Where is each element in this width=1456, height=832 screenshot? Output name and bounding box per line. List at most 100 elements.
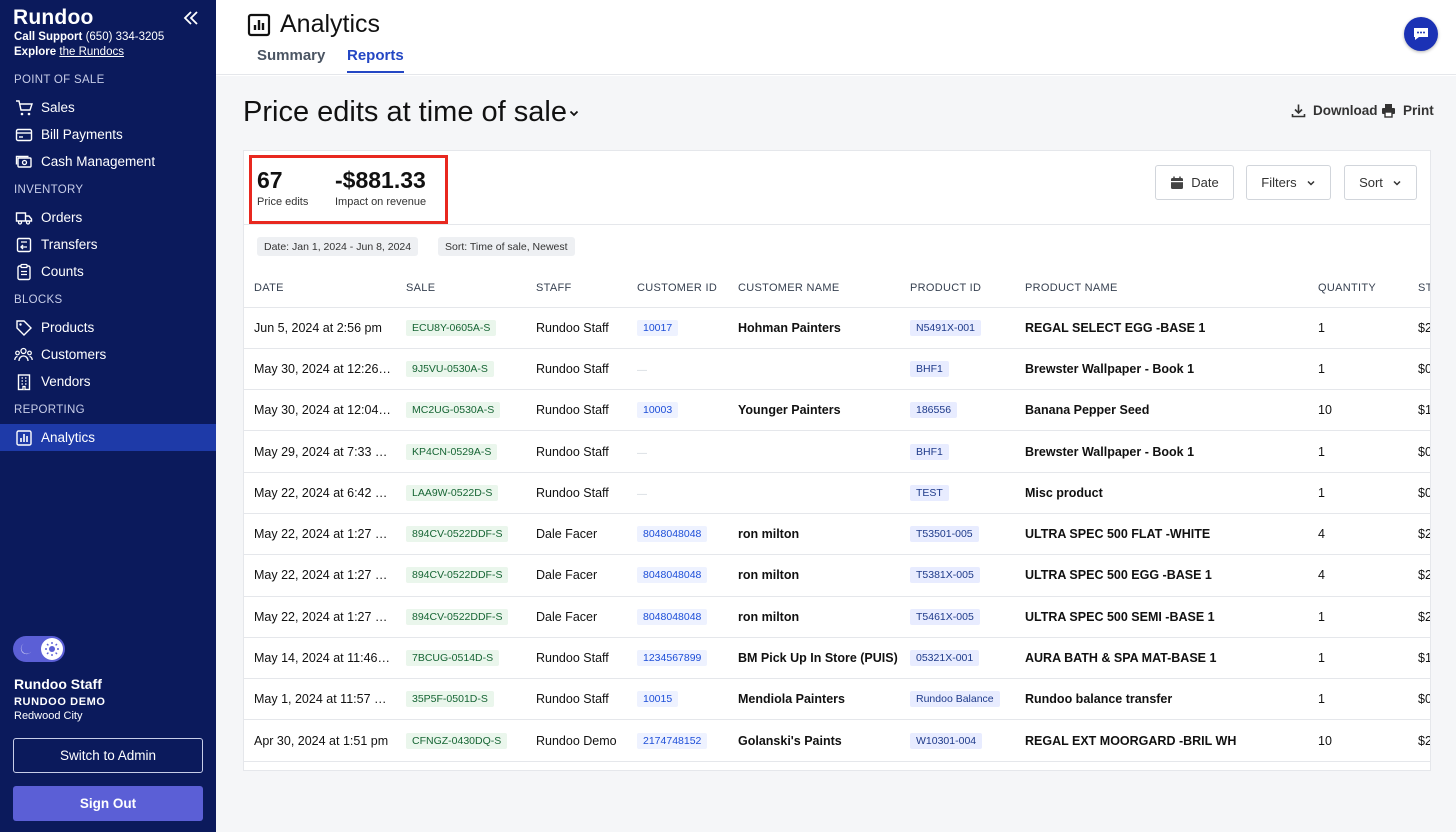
tab-summary[interactable]: Summary xyxy=(257,47,326,64)
sale-id-tag[interactable]: LAA9W-0522D-S xyxy=(406,484,499,501)
customer-id-tag[interactable]: 8048048048 xyxy=(637,526,708,543)
sidebar-item-orders[interactable]: Orders xyxy=(0,204,216,231)
sale-id-tag[interactable]: ECU8Y-0605A-S xyxy=(406,319,497,336)
sidebar-item-customers[interactable]: Customers xyxy=(0,341,216,368)
product-id-tag[interactable]: W10301-004 xyxy=(910,732,983,749)
chevron-down-icon[interactable] xyxy=(568,106,580,124)
product-id-tag[interactable]: 05321X-001 xyxy=(910,650,980,667)
column-header[interactable]: PRODUCT NAME xyxy=(1015,270,1308,308)
sale-id-tag[interactable]: KP4CN-0529A-S xyxy=(406,443,498,460)
sort-button[interactable]: Sort xyxy=(1344,165,1417,200)
column-header[interactable]: SALE xyxy=(396,270,526,308)
sale-id-tag[interactable]: 894CV-0522DDF-S xyxy=(406,608,509,625)
table-row[interactable]: May 30, 2024 at 12:04… MC2UG-0530A-S Rundo… xyxy=(244,389,1430,432)
table-row[interactable]: May 22, 2024 at 1:27 … 894CV-0522DDF-S Dal… xyxy=(244,554,1430,597)
table-row[interactable]: May 22, 2024 at 1:27 … 894CV-0522DDF-S Dal… xyxy=(244,513,1430,556)
table-row[interactable]: May 14, 2024 at 11:46… 7BCUG-0514D-S Rundo… xyxy=(244,637,1430,680)
product-id-tag[interactable]: Rundoo Balance xyxy=(910,691,1000,708)
product-id-cell: BHF1 xyxy=(900,348,1015,391)
rundoo-logo[interactable]: Rundoo xyxy=(13,6,94,29)
sale-id-tag[interactable]: 9J5VU-0530A-S xyxy=(406,360,494,377)
product-id-cell: TEST xyxy=(900,472,1015,514)
product-id-tag[interactable]: N5491X-001 xyxy=(910,319,981,336)
sidebar-item-bill-payments[interactable]: Bill Payments xyxy=(0,121,216,148)
date-cell: Apr 30, 2024 at 1:51 pm xyxy=(244,719,396,762)
sale-id-tag[interactable]: MC2UG-0530A-S xyxy=(406,402,501,419)
sidebar-item-transfers[interactable]: Transfers xyxy=(0,231,216,258)
sidebar-item-counts[interactable]: Counts xyxy=(0,258,216,285)
product-id-tag[interactable]: BHF1 xyxy=(910,360,949,377)
tab-reports[interactable]: Reports xyxy=(347,47,404,73)
filters-button[interactable]: Filters xyxy=(1246,165,1331,200)
product-name-cell: Rundoo balance transfer xyxy=(1015,678,1308,721)
sidebar-item-cash-management[interactable]: Cash Management xyxy=(0,148,216,175)
sidebar-item-vendors[interactable]: Vendors xyxy=(0,368,216,395)
sort-label: Sort xyxy=(1359,175,1383,190)
chat-button[interactable] xyxy=(1404,17,1438,51)
download-button[interactable]: Download xyxy=(1291,103,1378,118)
customer-id-tag[interactable]: 10003 xyxy=(637,402,679,419)
customer-name-cell: BM Pick Up In Store (PUIS) xyxy=(728,637,900,680)
sale-id-tag[interactable]: 894CV-0522DDF-S xyxy=(406,567,509,584)
column-header[interactable]: PRODUCT ID xyxy=(900,270,1015,308)
sign-out-button[interactable]: Sign Out xyxy=(13,786,203,821)
analytics-icon xyxy=(247,13,271,42)
sidebar-item-products[interactable]: Products xyxy=(0,314,216,341)
column-header[interactable]: CUSTOMER ID xyxy=(627,270,728,308)
st-cell: $1 xyxy=(1408,389,1430,432)
column-header[interactable]: STAFF xyxy=(526,270,627,308)
product-name-cell: AURA BATH & SPA MAT-BASE 1 xyxy=(1015,637,1308,680)
report-title[interactable]: Price edits at time of sale xyxy=(243,96,567,128)
table-row[interactable]: May 22, 2024 at 1:27 … 894CV-0522DDF-S Dal… xyxy=(244,596,1430,638)
sale-id-tag[interactable]: 35P5F-0501D-S xyxy=(406,691,494,708)
product-id-tag[interactable]: 186556 xyxy=(910,402,958,419)
table-row[interactable]: May 22, 2024 at 6:42 … LAA9W-0522D-S Rundo… xyxy=(244,472,1430,514)
section-point-of-sale: POINT OF SALE xyxy=(14,74,105,86)
customer-id-tag[interactable]: 8048048048 xyxy=(637,608,708,625)
table-row[interactable]: May 29, 2024 at 7:33 … KP4CN-0529A-S Rundo… xyxy=(244,430,1430,473)
support-label: Call Support xyxy=(14,31,83,43)
product-id-tag[interactable]: T53501-005 xyxy=(910,526,979,543)
table-row[interactable]: Jun 5, 2024 at 2:56 pm ECU8Y-0605A-S Rundo… xyxy=(244,307,1430,349)
date-cell: May 29, 2024 at 7:33 … xyxy=(244,430,396,473)
sale-id-tag[interactable]: 7BCUG-0514D-S xyxy=(406,650,500,667)
customer-id-tag[interactable]: 2174748152 xyxy=(637,732,708,749)
quantity-cell: 10 xyxy=(1308,389,1408,432)
sidebar-item-label: Counts xyxy=(41,264,84,279)
collapse-sidebar-icon[interactable] xyxy=(181,8,203,30)
customer-id-tag[interactable]: 1234567899 xyxy=(637,650,708,667)
customer-id-tag[interactable]: 8048048048 xyxy=(637,567,708,584)
column-header[interactable]: DATE xyxy=(244,270,396,308)
theme-toggle[interactable] xyxy=(13,636,65,662)
sale-cell: 9J5VU-0530A-S xyxy=(396,348,526,391)
table-row[interactable]: May 1, 2024 at 11:57 … 35P5F-0501D-S Rundo… xyxy=(244,678,1430,721)
support-phone[interactable]: (650) 334-3205 xyxy=(85,31,165,43)
empty-dash: — xyxy=(637,488,647,500)
customer-id-tag[interactable]: 10017 xyxy=(637,319,679,336)
column-header[interactable]: CUSTOMER NAME xyxy=(728,270,900,308)
chart-icon xyxy=(14,428,33,447)
staff-cell: Rundoo Staff xyxy=(526,389,627,432)
sale-id-tag[interactable]: CFNGZ-0430DQ-S xyxy=(406,732,508,749)
product-id-tag[interactable]: T5381X-005 xyxy=(910,567,980,584)
table-row[interactable]: Apr 30, 2024 at 1:51 pm CFNGZ-0430DQ-S Run… xyxy=(244,719,1430,762)
building-icon xyxy=(14,372,33,391)
sidebar-item-sales[interactable]: Sales xyxy=(0,94,216,121)
date-button[interactable]: Date xyxy=(1155,165,1234,200)
product-id-tag[interactable]: TEST xyxy=(910,484,949,501)
sidebar-item-analytics[interactable]: Analytics xyxy=(0,424,216,451)
table-body: Jun 5, 2024 at 2:56 pm ECU8Y-0605A-S Rundo… xyxy=(244,307,1430,762)
product-id-tag[interactable]: T5461X-005 xyxy=(910,608,980,625)
product-id-tag[interactable]: BHF1 xyxy=(910,443,949,460)
sale-id-tag[interactable]: 894CV-0522DDF-S xyxy=(406,526,509,543)
column-header[interactable]: QUANTITY xyxy=(1308,270,1408,308)
support-info: Call Support (650) 334-3205 Explore the … xyxy=(14,30,164,60)
customer-id-tag[interactable]: 10015 xyxy=(637,691,679,708)
print-button[interactable]: Print xyxy=(1381,103,1434,118)
switch-to-admin-button[interactable]: Switch to Admin xyxy=(13,738,203,773)
column-header[interactable]: ST xyxy=(1408,270,1430,308)
rundocs-link[interactable]: the Rundocs xyxy=(59,46,124,58)
table-row[interactable]: May 30, 2024 at 12:26… 9J5VU-0530A-S Rundo… xyxy=(244,348,1430,391)
product-id-cell: T5461X-005 xyxy=(900,596,1015,638)
date-filter-chip: Date: Jan 1, 2024 - Jun 8, 2024 xyxy=(257,237,419,256)
